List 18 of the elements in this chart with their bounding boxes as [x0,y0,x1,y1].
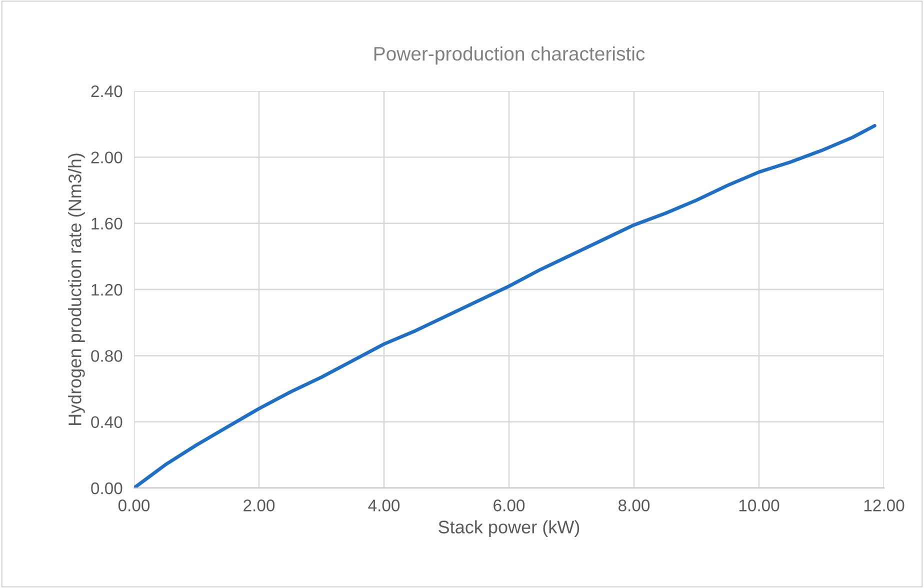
chart-title: Power-production characteristic [374,46,645,64]
y-axis-title: Hydrogen production rate (Nm3/h) [68,154,85,425]
x-axis-title: Stack power (kW) [438,520,580,538]
x-tick-label: 4.00 [368,500,400,512]
x-tick-label: 6.00 [494,500,525,512]
y-tick-label: 0.40 [91,416,122,428]
x-tick-label: 0.00 [118,500,150,512]
y-tick-label: 1.60 [92,218,122,230]
line-series [134,124,876,488]
y-tick-label: 2.40 [91,85,122,98]
x-tick-label: 8.00 [618,500,650,512]
x-tick-label: 2.00 [244,500,275,512]
y-tick-label: 2.00 [91,152,122,164]
y-tick-label: 0.80 [91,350,122,362]
y-tick-label: 1.20 [92,284,122,296]
x-tick-label: 10.00 [739,500,780,512]
y-tick-label: 0.00 [91,482,122,494]
x-tick-label: 12.00 [864,500,904,512]
